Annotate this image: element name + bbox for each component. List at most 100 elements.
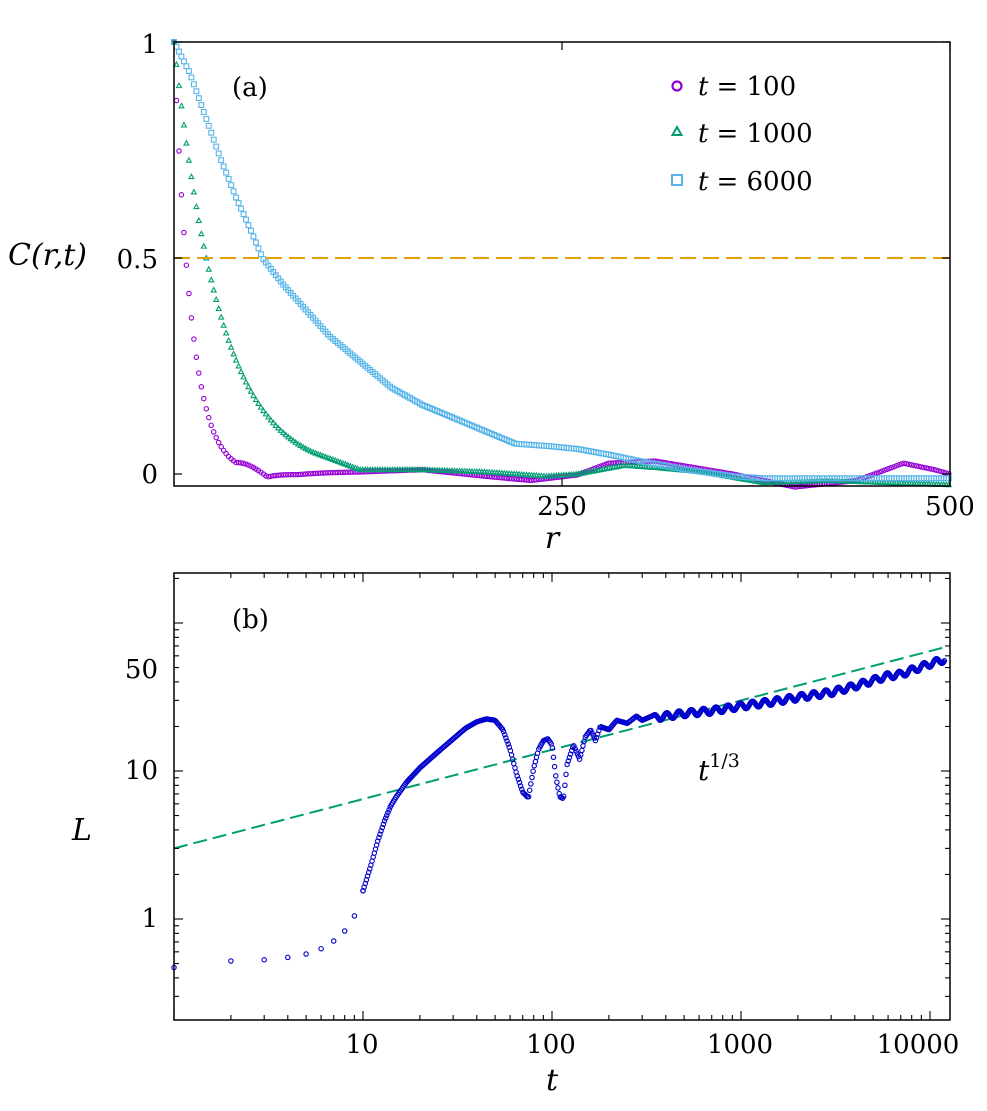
data-point <box>186 290 192 297</box>
data-point <box>945 475 952 482</box>
data-point <box>243 216 249 223</box>
data-point <box>926 465 932 472</box>
data-point <box>178 53 185 60</box>
data-point <box>235 200 242 206</box>
data-point <box>213 434 219 441</box>
data-point <box>207 276 215 283</box>
data-point <box>225 175 232 182</box>
data-point <box>941 658 948 664</box>
data-point <box>881 467 887 474</box>
data-point <box>588 727 594 734</box>
data-point <box>873 470 880 476</box>
data-point <box>180 58 187 65</box>
data-point <box>212 295 220 302</box>
data-point <box>347 469 354 475</box>
data-point <box>225 336 232 343</box>
legend-entry-label: t = 1000 <box>698 119 813 149</box>
data-point <box>208 422 214 429</box>
data-point <box>562 782 568 789</box>
data-point <box>190 188 198 195</box>
data-point <box>183 139 190 146</box>
panel-a-ytick-label: 0 <box>141 460 158 490</box>
panel-b-ytick-label: 50 <box>125 655 158 685</box>
panel-b-xtick-label: 10000 <box>877 1030 960 1060</box>
legend-entry-value: = 6000 <box>716 167 812 197</box>
data-point <box>896 462 902 468</box>
data-point <box>252 239 259 246</box>
data-point <box>551 763 558 770</box>
data-point <box>289 437 297 444</box>
data-point <box>238 460 244 466</box>
data-point <box>198 102 205 109</box>
data-point <box>277 426 285 433</box>
data-point <box>553 773 559 779</box>
data-point <box>180 121 188 128</box>
data-point <box>188 173 195 180</box>
data-point <box>265 413 272 420</box>
data-point <box>386 807 392 813</box>
data-point <box>526 787 533 794</box>
panel-b-ticks <box>173 573 950 1020</box>
data-point <box>284 433 292 440</box>
data-point <box>517 783 524 789</box>
data-point <box>556 790 562 797</box>
data-point <box>525 793 532 800</box>
data-point <box>579 747 585 754</box>
data-point <box>268 473 274 479</box>
data-point <box>213 143 220 150</box>
data-point <box>332 469 339 476</box>
series-circle <box>171 39 952 490</box>
data-point <box>516 779 523 786</box>
data-point <box>918 464 925 470</box>
panel-a-xlabel: r <box>545 521 561 556</box>
panel-b-ylabel: L <box>71 813 92 848</box>
data-point <box>943 470 950 476</box>
data-point <box>302 444 309 451</box>
data-point <box>228 182 235 189</box>
data-point <box>564 761 570 768</box>
panel-b-xtick-label: 100 <box>526 1030 576 1060</box>
data-point <box>230 350 237 357</box>
data-point <box>893 462 900 469</box>
data-point <box>933 467 940 473</box>
data-point <box>572 745 578 752</box>
data-point <box>205 265 213 272</box>
data-point <box>193 88 200 95</box>
panel-b-xlabel: t <box>546 1063 559 1098</box>
data-point <box>508 475 515 482</box>
data-point <box>203 406 210 412</box>
data-point <box>265 473 272 480</box>
data-point <box>511 476 517 482</box>
data-point <box>294 440 302 447</box>
data-point <box>193 354 200 361</box>
data-point <box>330 469 336 476</box>
data-point <box>218 444 224 450</box>
data-point <box>921 464 927 471</box>
data-point <box>257 403 265 410</box>
data-point <box>519 786 525 793</box>
data-point <box>217 313 225 320</box>
data-point <box>188 315 195 321</box>
data-point <box>220 321 227 328</box>
data-point <box>250 233 257 240</box>
panel-a-label: (a) <box>232 73 268 103</box>
data-point <box>502 732 508 738</box>
data-point <box>530 768 536 774</box>
data-point <box>327 469 334 476</box>
data-point <box>304 446 312 453</box>
data-point <box>210 429 217 435</box>
panel-b-label: (b) <box>232 605 269 635</box>
legend-entry-var: t <box>698 119 709 149</box>
data-point <box>560 793 567 800</box>
data-point <box>307 447 314 454</box>
data-point <box>279 429 287 436</box>
data-point <box>275 472 282 479</box>
data-point <box>549 745 556 751</box>
data-point <box>235 362 242 369</box>
data-point <box>205 122 212 129</box>
data-point <box>300 471 306 477</box>
data-point <box>273 472 279 479</box>
data-point <box>232 356 240 363</box>
data-point <box>592 737 599 744</box>
legend-entry-var: t <box>698 167 709 197</box>
